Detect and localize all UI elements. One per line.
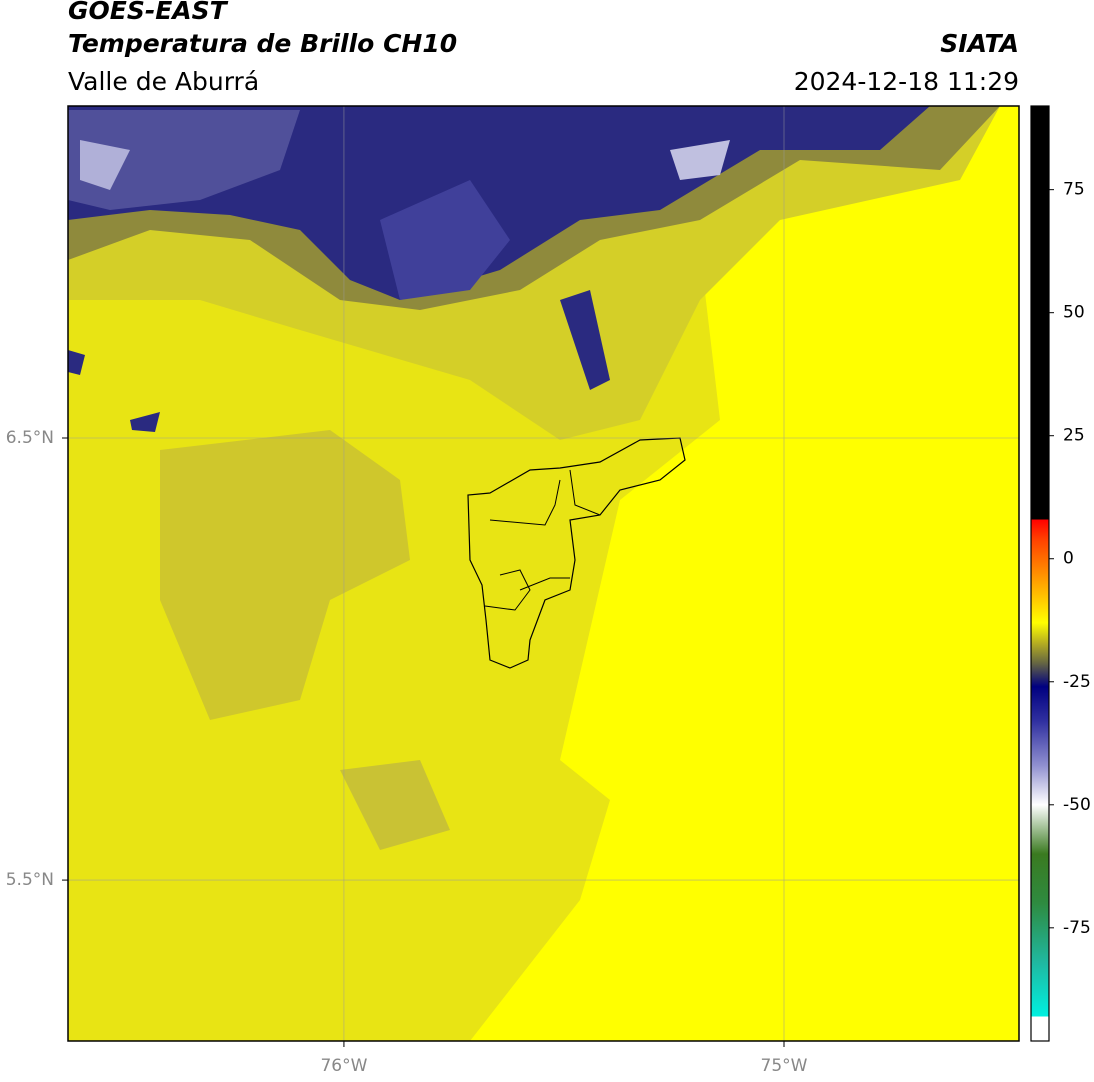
region: Valle de Aburrá <box>68 67 259 96</box>
colorbar-tick-label: 0 <box>1063 549 1074 569</box>
lon-tick-label: 76°W <box>320 1056 367 1076</box>
title: GOES-EAST <box>68 0 229 25</box>
lat-tick-label: 6.5°N <box>6 428 54 448</box>
map-frame <box>67 105 1020 1042</box>
colorbar <box>1030 105 1050 1042</box>
colorbar-tick-label: 75 <box>1063 180 1085 200</box>
colorbar-tick-label: -25 <box>1063 672 1091 692</box>
colorbar-tick-label: -50 <box>1063 795 1091 815</box>
lon-tick-label: 75°W <box>761 1056 808 1076</box>
lat-tick-label: 5.5°N <box>6 870 54 890</box>
colorbar-tick-label: 50 <box>1063 303 1085 323</box>
colorbar-tick-label: 25 <box>1063 426 1085 446</box>
graticule <box>68 106 1019 1041</box>
timestamp: 2024-12-18 11:29 <box>794 67 1019 96</box>
subtitle: Temperatura de Brillo CH10 <box>68 29 457 58</box>
map-image <box>68 106 1019 1041</box>
colorbar-tick-label: -75 <box>1063 918 1091 938</box>
source: SIATA <box>940 29 1019 58</box>
